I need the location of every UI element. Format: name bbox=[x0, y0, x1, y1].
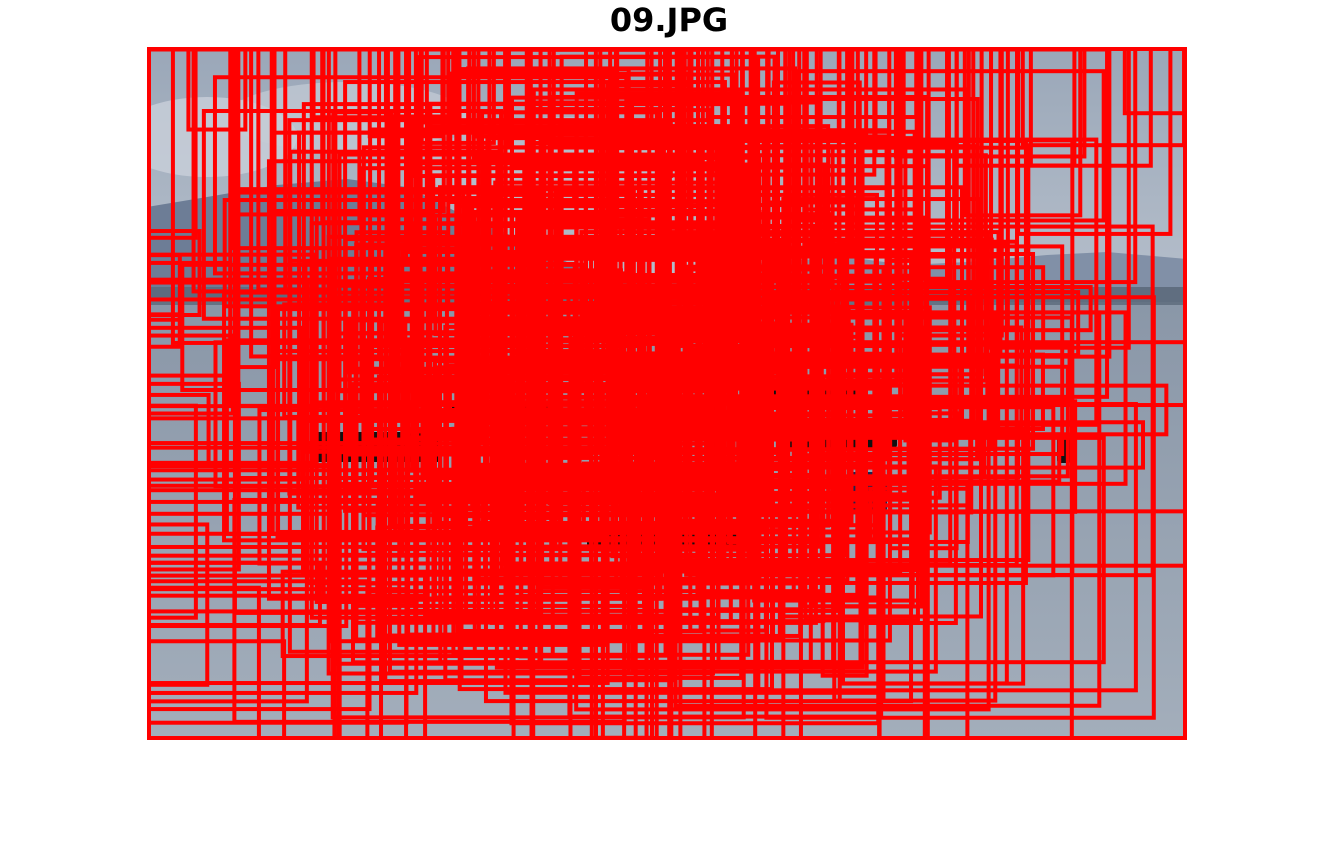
bounding-box bbox=[433, 213, 608, 337]
bounding-box bbox=[637, 145, 1031, 563]
bounding-box bbox=[413, 221, 733, 625]
bounding-box bbox=[147, 522, 210, 687]
bounding-box bbox=[287, 118, 711, 496]
bounding-box bbox=[726, 215, 926, 278]
bounding-box bbox=[1122, 47, 1187, 116]
bounding-box bbox=[147, 681, 409, 740]
bounding-box bbox=[397, 449, 607, 647]
bounding-box bbox=[147, 464, 337, 549]
bounding-box bbox=[781, 197, 983, 619]
bounding-box bbox=[840, 430, 1026, 686]
annotated-photo bbox=[147, 47, 1187, 740]
bounding-box bbox=[457, 255, 774, 692]
box-overlay bbox=[147, 47, 1187, 740]
bounding-box bbox=[351, 447, 807, 586]
image-axes bbox=[147, 47, 1187, 740]
bounding-box bbox=[610, 370, 700, 559]
bounding-box bbox=[493, 180, 751, 533]
bounding-box bbox=[779, 420, 1146, 470]
bounding-box bbox=[266, 159, 702, 601]
figure-title: 09.JPG bbox=[609, 1, 729, 39]
bounding-box bbox=[280, 569, 605, 659]
bounding-box bbox=[810, 426, 915, 609]
bounding-box bbox=[147, 260, 233, 378]
bounding-box bbox=[511, 395, 930, 740]
